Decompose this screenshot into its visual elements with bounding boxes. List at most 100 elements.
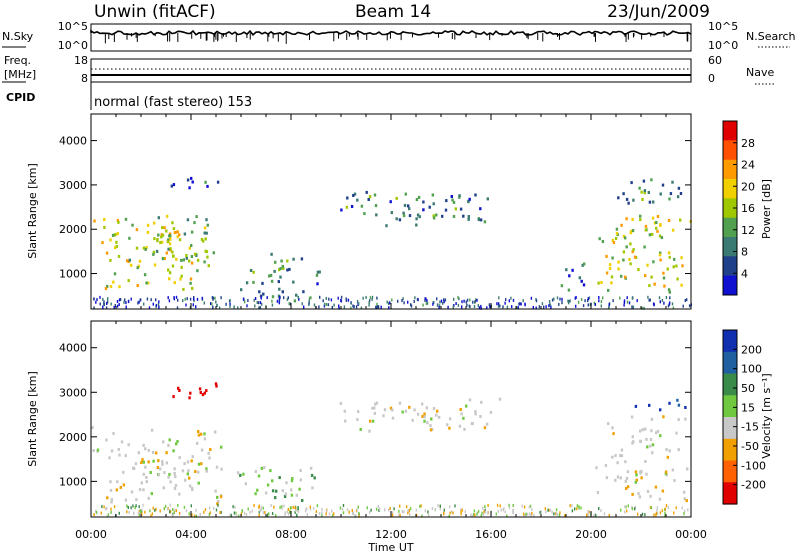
echo-cell	[373, 411, 376, 415]
ground-scatter-cell	[608, 303, 610, 307]
echo-cell	[611, 256, 614, 260]
ground-scatter-cell	[449, 511, 451, 515]
ground-scatter-cell	[548, 304, 550, 308]
echo-cell	[651, 232, 654, 236]
ground-scatter-cell	[235, 513, 237, 517]
ground-scatter-cell	[464, 510, 466, 514]
echo-cell	[142, 246, 146, 250]
ground-scatter-cell	[574, 507, 576, 511]
echo-cell	[157, 473, 161, 477]
ground-scatter-cell	[627, 504, 629, 508]
echo-cell	[116, 219, 120, 222]
echo-cell	[468, 197, 471, 201]
ground-scatter-cell	[376, 305, 378, 309]
echo-cell	[645, 437, 648, 441]
ground-scatter-cell	[647, 295, 649, 299]
echo-cell	[676, 277, 679, 281]
echo-cell	[353, 192, 357, 196]
echo-cell	[203, 391, 206, 395]
echo-cell	[650, 178, 653, 182]
echo-cell	[605, 476, 609, 480]
velocity-frame	[90, 320, 692, 518]
ground-scatter-cell	[146, 297, 149, 301]
ground-scatter-cell	[574, 296, 576, 300]
date-title: 23/Jun/2009	[607, 2, 710, 22]
echo-cell	[666, 267, 669, 271]
colorbar-swatch	[723, 159, 737, 180]
echo-cell	[189, 281, 192, 285]
ground-scatter-cell	[337, 296, 339, 300]
echo-cell	[115, 240, 118, 244]
ground-scatter-cell	[209, 511, 211, 515]
ground-scatter-cell	[95, 509, 97, 513]
ground-scatter-cell	[548, 508, 550, 512]
echo-cell	[166, 240, 170, 244]
ground-scatter-cell	[118, 303, 120, 306]
ground-scatter-cell	[673, 511, 675, 515]
echo-cell	[404, 409, 408, 413]
echo-cell	[155, 249, 159, 253]
echo-cell	[124, 217, 128, 221]
echo-cell	[197, 430, 200, 433]
echo-cell	[680, 283, 683, 287]
echo-cell	[124, 498, 128, 502]
power-colorbar-ticks: 28 24 20 16 12 8 4	[733, 137, 755, 280]
ground-scatter-cell	[532, 306, 534, 309]
velocity-colorbar-label: Velocity [m s⁻¹]	[760, 373, 773, 458]
echo-cell	[637, 268, 640, 271]
ground-scatter-cell	[220, 296, 222, 300]
x-tick-label: 08:00	[275, 528, 307, 541]
echo-cell	[643, 245, 646, 249]
colorbar-tick-label: 12	[741, 224, 755, 237]
colorbar-swatch	[723, 373, 737, 396]
echo-cell	[167, 247, 170, 251]
echo-cell	[105, 251, 109, 255]
echo-cell	[91, 426, 94, 430]
ground-scatter-cell	[665, 504, 668, 508]
ground-scatter-cell	[495, 512, 497, 516]
ground-scatter-cell	[353, 305, 355, 309]
echo-cell	[130, 263, 133, 267]
echo-cell	[157, 233, 160, 237]
echo-cell	[161, 233, 165, 237]
echo-cell	[113, 272, 117, 276]
echo-cell	[432, 407, 436, 410]
echo-cell	[281, 290, 284, 294]
echo-cell	[363, 212, 366, 216]
echo-cell	[116, 480, 119, 484]
ground-scatter-cell	[641, 306, 643, 310]
echo-cell	[310, 473, 314, 477]
echo-cell	[389, 406, 393, 410]
ground-scatter-cell	[420, 504, 422, 508]
ground-scatter-cell	[625, 505, 627, 509]
echo-cell	[152, 250, 156, 254]
cpid-text: normal (fast stereo) 153	[94, 95, 252, 110]
echo-cell	[615, 231, 619, 235]
ground-scatter-cell	[333, 512, 335, 516]
echo-cell	[165, 451, 168, 455]
echo-cell	[245, 281, 249, 285]
echo-cell	[639, 471, 642, 475]
ground-scatter-cell	[229, 299, 231, 303]
ground-scatter-cell	[438, 306, 440, 310]
echo-cell	[581, 263, 584, 267]
ground-scatter-cell	[356, 300, 359, 303]
ground-scatter-cell	[257, 301, 260, 305]
ground-scatter-cell	[341, 507, 344, 511]
ground-scatter-cell	[137, 301, 139, 305]
ground-scatter-cell	[338, 306, 340, 310]
echo-cell	[661, 489, 665, 493]
echo-cell	[617, 196, 620, 200]
ground-scatter-cell	[133, 511, 135, 515]
echo-cell	[467, 199, 470, 203]
ground-scatter-cell	[481, 511, 483, 515]
echo-cell	[190, 261, 194, 265]
echo-cell	[127, 443, 130, 447]
ground-scatter-cell	[477, 304, 479, 308]
ground-scatter-cell	[656, 506, 659, 510]
ground-scatter-cell	[508, 299, 510, 303]
ground-scatter-cell	[624, 510, 626, 514]
echo-cell	[215, 465, 219, 469]
ground-scatter-cell	[159, 509, 161, 513]
ground-scatter-cell	[669, 296, 671, 300]
